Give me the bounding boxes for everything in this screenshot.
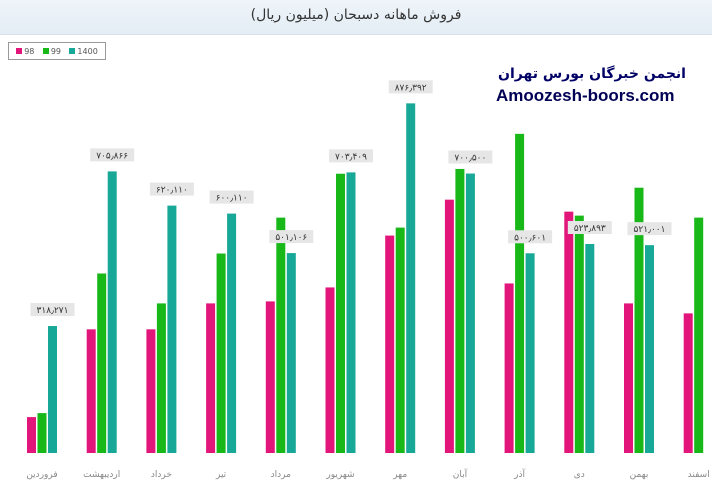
bar-chart: ۳۱۸٫۲۷۱ فروردین ۷۰۵٫۸۶۶ اردیبهشت ۶۲۰٫۱۱۰ خردا… [26, 80, 710, 480]
category-label-8: آذر [513, 468, 525, 480]
data-label-1400-5: ۷۰۳٫۴۰۹ [335, 152, 367, 162]
data-label-bg-1 [90, 148, 135, 162]
data-label-1400-8: ۵۰۰٫۶۰۱ [514, 233, 546, 243]
data-label-bg-10 [627, 222, 672, 236]
bar-99-7 [455, 168, 465, 454]
data-label-bg-9 [567, 220, 612, 234]
bar-99-0 [37, 413, 47, 453]
category-label-1: اردیبهشت [83, 470, 120, 480]
data-label-1400-9: ۵۲۳٫۸۹۳ [574, 224, 606, 234]
legend-item-99: 99 [42, 46, 61, 56]
bar-98-8 [504, 283, 514, 453]
bar-1400-9 [585, 243, 595, 453]
data-label-bg-2 [149, 182, 194, 196]
watermark-persian: انجمن خبرگان بورس تهران [498, 66, 686, 82]
bar-98-5 [325, 287, 335, 453]
data-label-1400-0: ۳۱۸٫۲۷۱ [37, 306, 69, 316]
bar-99-5 [336, 173, 345, 453]
bar-1400-10 [645, 245, 654, 453]
legend-label-99: 99 [50, 46, 61, 56]
legend-item-98: 98 [16, 47, 34, 56]
data-label-1400-10: ۵۲۱٫۰۰۱ [634, 225, 666, 235]
data-label-bg-0 [30, 303, 75, 317]
chart-title: فروش ماهانه دسبحان (میلیون ریال) [250, 7, 462, 23]
bar-98-9 [564, 211, 574, 453]
category-label-11: اسفند [688, 470, 710, 480]
bar-99-9 [574, 215, 584, 453]
bar-98-0 [27, 417, 36, 453]
bar-98-7 [444, 199, 454, 453]
bar-98-2 [146, 329, 156, 453]
legend-label-1400: 1400 [77, 46, 98, 56]
watermark-site: Amoozesh-boors.com [496, 86, 675, 105]
data-label-1400-7: ۷۰۰٫۵۰۰ [454, 154, 486, 164]
category-label-2: خرداد [151, 470, 172, 480]
data-label-1400-1: ۷۰۵٫۸۶۶ [96, 151, 128, 161]
legend-item-1400: 1400 [69, 46, 98, 56]
category-label-4: مرداد [271, 470, 291, 480]
data-label-1400-3: ۶۰۰٫۱۱۰ [216, 194, 248, 204]
data-label-bg-6 [388, 80, 433, 94]
bar-99-11 [694, 217, 704, 453]
bar-98-1 [86, 329, 96, 453]
bar-98-11 [683, 313, 693, 453]
category-label-0: فروردین [26, 470, 57, 480]
category-label-7: آبان [453, 468, 468, 480]
category-label-3: تیر [215, 470, 227, 480]
data-label-1400-4: ۵۰۱٫۱۰۶ [275, 233, 307, 243]
bar-1400-6 [406, 103, 416, 453]
bar-98-3 [206, 303, 216, 453]
bar-1400-1 [107, 171, 117, 454]
bar-1400-3 [227, 213, 237, 453]
category-label-9: دی [574, 470, 585, 480]
data-label-1400-6: ۸۷۶٫۳۹۲ [395, 83, 427, 93]
bar-1400-4 [286, 253, 296, 453]
data-label-1400-2: ۶۲۰٫۱۱۰ [156, 186, 188, 196]
bar-99-8 [515, 133, 525, 453]
bar-99-6 [395, 227, 405, 453]
legend: 98 99 1400 [8, 42, 106, 60]
legend-swatch-98 [16, 48, 23, 54]
bar-1400-0 [48, 326, 57, 453]
data-label-bg-8 [508, 230, 553, 244]
data-label-bg-7 [448, 150, 493, 164]
bar-1400-7 [465, 173, 475, 454]
bar-99-3 [216, 253, 226, 453]
data-label-bg-4 [269, 230, 314, 244]
bar-99-4 [276, 217, 286, 453]
bar-99-1 [97, 273, 107, 453]
category-label-5: شهریور [325, 470, 354, 480]
bar-99-2 [156, 303, 166, 453]
bar-1400-2 [167, 205, 177, 453]
legend-swatch-99 [42, 48, 49, 54]
legend-label-98: 98 [24, 46, 35, 56]
title-band [0, 0, 712, 35]
data-label-bg-3 [209, 190, 254, 204]
category-label-6: مهر [392, 470, 407, 480]
legend-swatch-1400 [69, 48, 76, 54]
bar-1400-5 [346, 172, 356, 453]
bar-1400-8 [525, 253, 535, 453]
category-label-10: بهمن [630, 470, 649, 480]
bar-98-10 [624, 303, 633, 453]
bar-98-6 [385, 235, 395, 453]
bar-98-4 [265, 301, 275, 453]
bar-99-10 [634, 187, 644, 453]
data-label-bg-5 [329, 149, 373, 163]
